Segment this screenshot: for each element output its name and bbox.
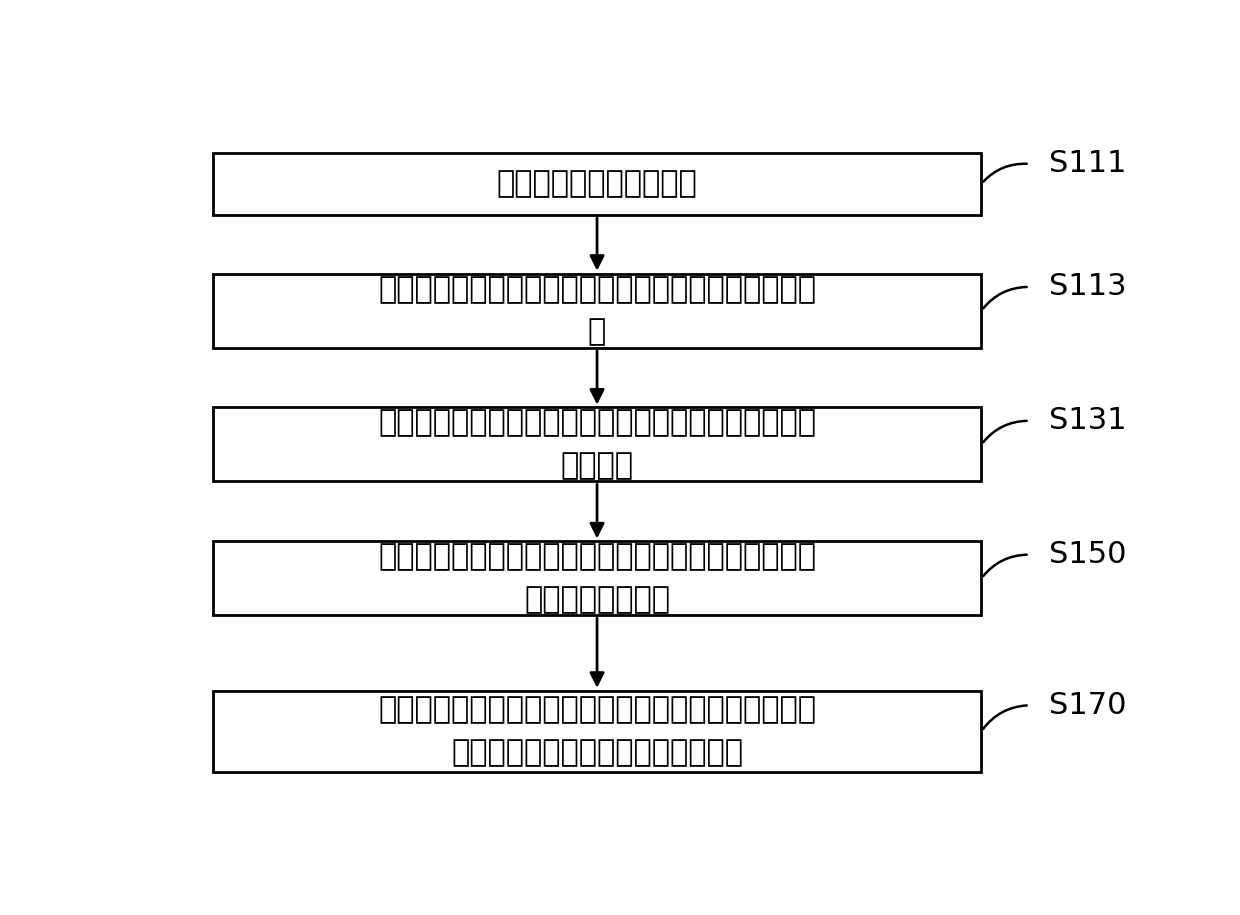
Text: S113: S113 [1049, 273, 1126, 301]
Text: 对心音谱信号和肺音频谱信号进行时频分析方法所对应
的逆变换，得到心音信号和肺音信号: 对心音谱信号和肺音频谱信号进行时频分析方法所对应 的逆变换，得到心音信号和肺音信… [378, 695, 816, 767]
Bar [213, 153, 982, 215]
Text: S170: S170 [1049, 691, 1126, 720]
Text: S131: S131 [1049, 406, 1126, 436]
Bar [213, 407, 982, 481]
Bar [213, 274, 982, 348]
Bar [213, 691, 982, 771]
Text: S150: S150 [1049, 540, 1126, 569]
Text: 根据时频掩码技术对独立分量信号进行处理得到心音谱
信号和肺音谱信号: 根据时频掩码技术对独立分量信号进行处理得到心音谱 信号和肺音谱信号 [378, 543, 816, 614]
Text: S111: S111 [1049, 149, 1126, 178]
Bar [213, 542, 982, 615]
Text: 获取待分类的心肺音信号: 获取待分类的心肺音信号 [497, 169, 697, 199]
Text: 采用短时傅里叶变换对心肺音信号进行转换得到时频信
号: 采用短时傅里叶变换对心肺音信号进行转换得到时频信 号 [378, 274, 816, 347]
Text: 采用非负矩阵分解方法对时频信号进行降维，得到独立
分量信号: 采用非负矩阵分解方法对时频信号进行降维，得到独立 分量信号 [378, 409, 816, 480]
